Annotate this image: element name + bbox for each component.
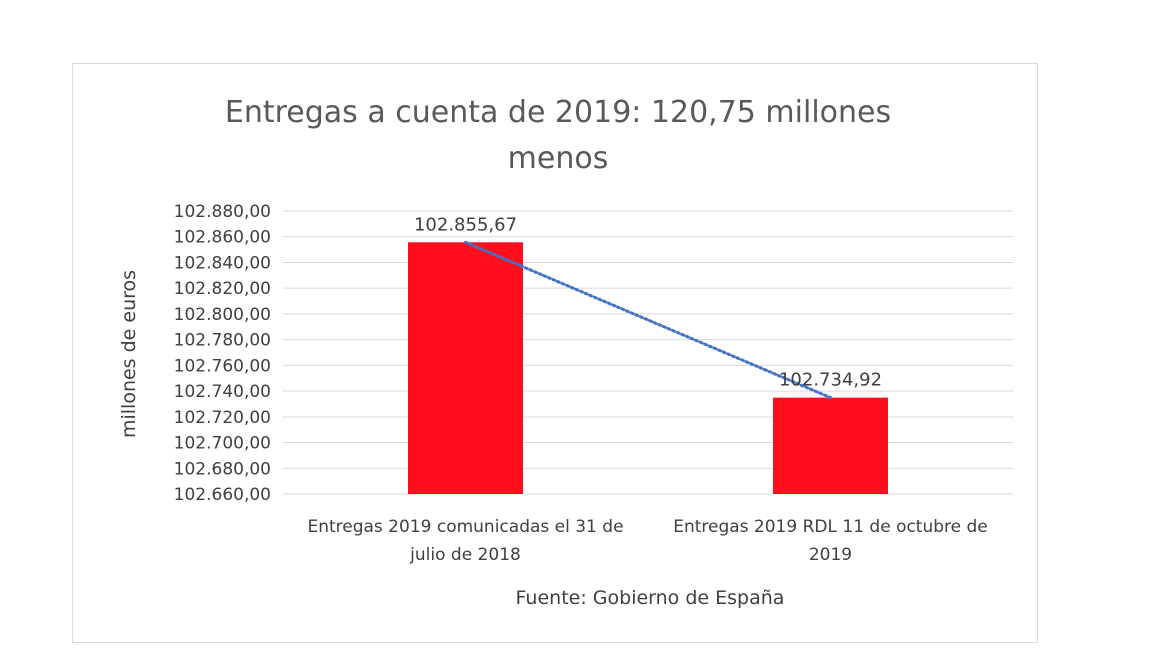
y-axis-ticks: 102.660,00 102.680,00 102.700,00 102.720,00… [174,202,271,505]
y-tick-label: 102.660,00 [174,485,271,505]
bar [408,242,523,494]
y-tick-label: 102.800,00 [174,305,271,325]
data-label: 102.855,67 [414,214,517,235]
y-tick-label: 102.740,00 [174,382,271,402]
trendline-layer [464,240,832,400]
chart-svg: Entregas a cuenta de 2019: 120,75 millon… [118,95,1013,609]
y-tick-label: 102.700,00 [174,434,271,454]
bars [408,242,888,494]
data-label: 102.734,92 [779,370,882,391]
y-tick-label: 102.760,00 [174,356,271,376]
category-label: 2019 [809,545,852,565]
gridlines [283,210,1013,495]
chart-frame: Entregas a cuenta de 2019: 120,75 millon… [72,63,1038,643]
y-tick-label: 102.780,00 [174,331,271,351]
data-labels: 102.855,67 102.734,92 [414,214,882,390]
chart-title-line-1: Entregas a cuenta de 2019: 120,75 millon… [225,95,891,130]
y-tick-label: 102.880,00 [174,202,271,222]
source-label: Fuente: Gobierno de España [516,587,785,609]
chart-title-line-2: menos [508,141,609,176]
y-tick-label: 102.840,00 [174,253,271,273]
y-axis-label: millones de euros [118,270,140,438]
category-label: julio de 2018 [409,545,521,565]
y-tick-label: 102.820,00 [174,279,271,299]
category-label: Entregas 2019 RDL 11 de octubre de [673,517,988,537]
y-tick-label: 102.720,00 [174,408,271,428]
y-tick-label: 102.680,00 [174,459,271,479]
bar [773,397,888,494]
category-labels: Entregas 2019 comunicadas el 31 de julio … [307,517,987,565]
y-tick-label: 102.860,00 [174,228,271,248]
trendline [464,240,832,400]
category-label: Entregas 2019 comunicadas el 31 de [307,517,623,537]
